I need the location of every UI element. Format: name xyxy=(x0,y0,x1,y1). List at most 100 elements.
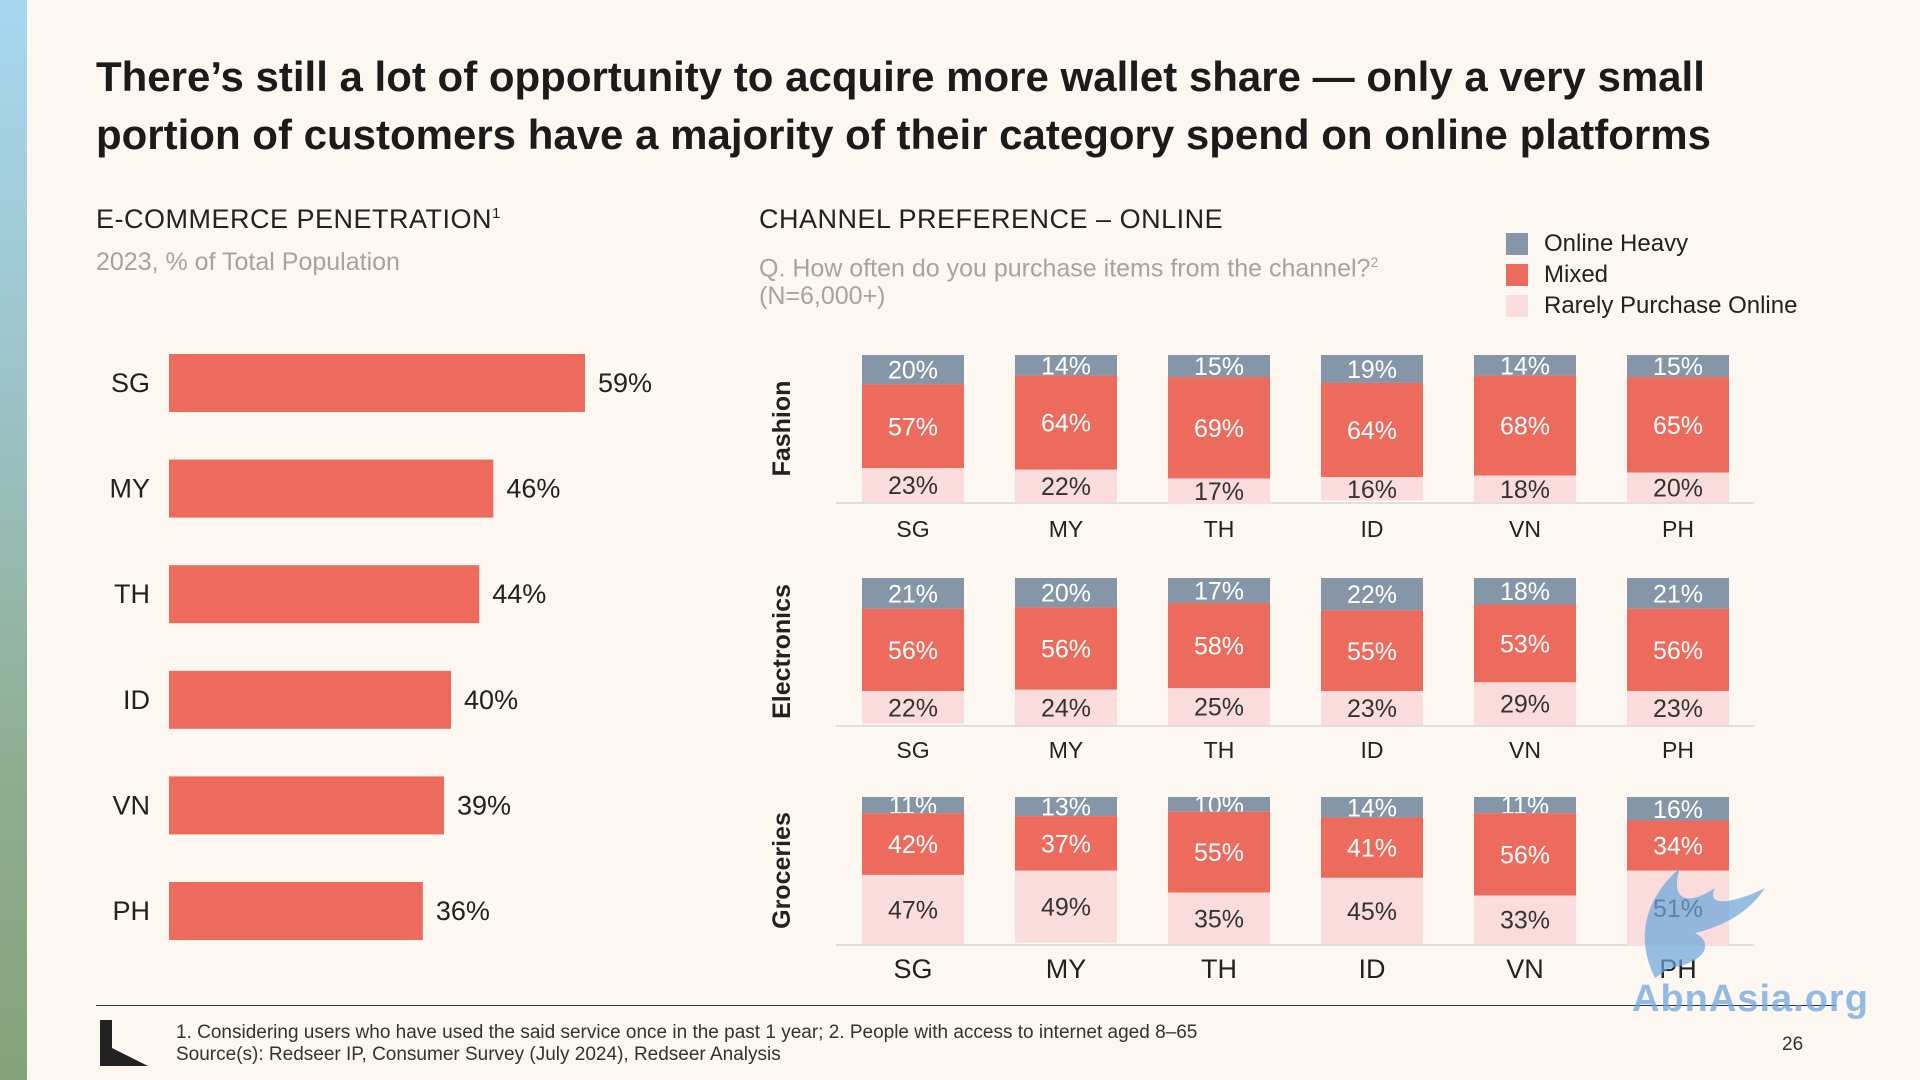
bar-value-label-electronics-vn-online-heavy: 18% xyxy=(1500,578,1550,606)
bar-segment-fashion-ph-online-heavy xyxy=(1627,355,1729,378)
bar-value-label-electronics-ph-online-heavy: 21% xyxy=(1653,580,1703,608)
bar-segment-fashion-my-online-heavy xyxy=(1015,355,1117,376)
bar-segment-electronics-ph-rarely xyxy=(1627,691,1729,725)
category-label-groceries-vn: VN xyxy=(1506,954,1544,984)
bar-value-label-fashion-ph-rarely: 20% xyxy=(1653,474,1703,502)
bar-segment-electronics-id-online-heavy xyxy=(1321,578,1423,611)
bar-segment-fashion-vn-online-heavy xyxy=(1474,355,1576,376)
panel-label-electronics: Electronics xyxy=(768,584,796,719)
channel-chart-subtitle: Q. How often do you purchase items from … xyxy=(759,248,1479,310)
channel-question-text: Q. How often do you purchase items from … xyxy=(759,254,1371,283)
bar-segment-fashion-id-rarely xyxy=(1321,477,1423,501)
bar-segment-groceries-vn-online-heavy xyxy=(1474,797,1576,814)
bar-segment-groceries-my-mixed xyxy=(1015,816,1117,871)
penetration-value-label-my: 46% xyxy=(506,474,560,504)
bar-segment-groceries-id-rarely xyxy=(1321,877,1423,944)
category-label-groceries-my: MY xyxy=(1046,954,1087,984)
category-label-fashion-th: TH xyxy=(1204,516,1235,542)
penetration-bar-vn xyxy=(169,776,444,835)
slide-title: There’s still a lot of opportunity to ac… xyxy=(96,53,1711,158)
bar-segment-fashion-ph-mixed xyxy=(1627,377,1729,473)
legend-swatch-rarely xyxy=(1506,294,1528,317)
bar-segment-electronics-id-rarely xyxy=(1321,691,1423,725)
category-label-electronics-ph: PH xyxy=(1662,737,1694,763)
channel-chart-title: CHANNEL PREFERENCE – ONLINE xyxy=(759,204,1224,234)
legend-swatch-online-heavy xyxy=(1506,232,1528,255)
bar-segment-groceries-ph-mixed xyxy=(1627,820,1729,871)
footnote: 1. Considering users who have used the s… xyxy=(176,1022,1197,1066)
bar-value-label-fashion-id-rarely: 16% xyxy=(1347,476,1397,504)
penetration-bar-ph xyxy=(169,882,423,940)
category-label-fashion-id: ID xyxy=(1361,516,1384,542)
legend-label-mixed: Mixed xyxy=(1544,260,1609,288)
bar-value-label-groceries-id-rarely: 45% xyxy=(1347,898,1397,926)
penetration-value-label-th: 44% xyxy=(492,579,546,609)
legend-item-rarely: Rarely Purchase Online xyxy=(1506,290,1797,321)
bar-segment-electronics-sg-online-heavy xyxy=(862,578,964,609)
bar-segment-groceries-sg-mixed xyxy=(862,813,964,875)
category-label-groceries-sg: SG xyxy=(893,954,932,984)
bar-value-label-fashion-th-mixed: 69% xyxy=(1194,415,1244,443)
penetration-chart-subtitle: 2023, % of Total Population xyxy=(96,248,400,276)
category-label-fashion-sg: SG xyxy=(896,516,929,542)
bar-value-label-fashion-id-online-heavy: 19% xyxy=(1347,356,1397,384)
bar-value-label-fashion-id-mixed: 64% xyxy=(1347,417,1397,445)
bar-segment-groceries-sg-online-heavy xyxy=(862,797,964,814)
penetration-title-text: E-COMMERCE PENETRATION xyxy=(96,204,493,234)
category-label-electronics-sg: SG xyxy=(896,737,929,763)
bar-value-label-electronics-th-mixed: 58% xyxy=(1194,633,1244,661)
bar-value-label-electronics-sg-mixed: 56% xyxy=(888,637,938,665)
bar-segment-groceries-my-online-heavy xyxy=(1015,797,1117,817)
bar-value-label-electronics-vn-rarely: 29% xyxy=(1500,691,1550,719)
bar-value-label-groceries-th-rarely: 35% xyxy=(1194,905,1244,933)
bar-segment-groceries-th-mixed xyxy=(1168,811,1270,893)
bar-segment-groceries-sg-rarely xyxy=(862,874,964,944)
bar-value-label-electronics-my-rarely: 24% xyxy=(1041,694,1091,722)
legend-item-mixed: Mixed xyxy=(1506,259,1797,290)
bar-value-label-electronics-id-rarely: 23% xyxy=(1347,695,1397,723)
bar-segment-groceries-th-online-heavy xyxy=(1168,797,1270,812)
channel-sample-size: (N=6,000+) xyxy=(759,282,886,311)
bar-segment-electronics-sg-mixed xyxy=(862,608,964,692)
category-label-fashion-ph: PH xyxy=(1662,516,1694,542)
bar-segment-groceries-vn-rarely xyxy=(1474,895,1576,944)
bar-segment-fashion-vn-rarely xyxy=(1474,475,1576,502)
penetration-category-label-id: ID xyxy=(123,685,150,715)
bar-value-label-electronics-id-mixed: 55% xyxy=(1347,638,1397,666)
bar-value-label-electronics-sg-online-heavy: 21% xyxy=(888,580,938,608)
bar-segment-fashion-th-mixed xyxy=(1168,377,1270,479)
bar-value-label-electronics-my-online-heavy: 20% xyxy=(1041,580,1091,608)
bar-segment-groceries-my-rarely xyxy=(1015,870,1117,943)
bar-segment-groceries-ph-online-heavy xyxy=(1627,797,1729,821)
bar-value-label-fashion-my-mixed: 64% xyxy=(1041,410,1091,438)
category-label-electronics-my: MY xyxy=(1049,737,1084,763)
footnote-sources: Source(s): Redseer IP, Consumer Survey (… xyxy=(176,1044,781,1065)
penetration-chart-title: E-COMMERCE PENETRATION1 xyxy=(96,204,501,235)
bar-segment-electronics-vn-online-heavy xyxy=(1474,578,1576,605)
bar-value-label-groceries-id-mixed: 41% xyxy=(1347,835,1397,863)
bar-value-label-fashion-sg-rarely: 23% xyxy=(888,472,938,500)
legend-swatch-mixed xyxy=(1506,263,1528,286)
penetration-bar-sg xyxy=(169,354,585,412)
bar-value-label-groceries-th-mixed: 55% xyxy=(1194,839,1244,867)
bar-value-label-groceries-sg-mixed: 42% xyxy=(888,831,938,859)
bar-segment-electronics-th-rarely xyxy=(1168,688,1270,725)
penetration-value-label-ph: 36% xyxy=(436,896,490,926)
category-label-groceries-id: ID xyxy=(1359,954,1386,984)
bar-value-label-fashion-sg-mixed: 57% xyxy=(888,413,938,441)
bar-segment-fashion-th-rarely xyxy=(1168,478,1270,504)
bar-segment-fashion-my-mixed xyxy=(1015,375,1117,470)
bar-segment-electronics-ph-online-heavy xyxy=(1627,578,1729,609)
bar-value-label-fashion-ph-online-heavy: 15% xyxy=(1653,353,1703,381)
penetration-bar-th xyxy=(169,565,480,624)
footnote-definitions: 1. Considering users who have used the s… xyxy=(176,1022,1198,1043)
bar-segment-fashion-id-mixed xyxy=(1321,382,1423,478)
bar-value-label-fashion-th-rarely: 17% xyxy=(1194,478,1244,506)
bar-value-label-groceries-vn-mixed: 56% xyxy=(1500,841,1550,869)
legend-label-rarely: Rarely Purchase Online xyxy=(1544,291,1798,319)
penetration-category-label-my: MY xyxy=(110,474,151,504)
bar-segment-fashion-sg-mixed xyxy=(862,384,964,469)
bar-segment-electronics-my-mixed xyxy=(1015,607,1117,690)
bar-value-label-electronics-id-online-heavy: 22% xyxy=(1347,581,1397,609)
